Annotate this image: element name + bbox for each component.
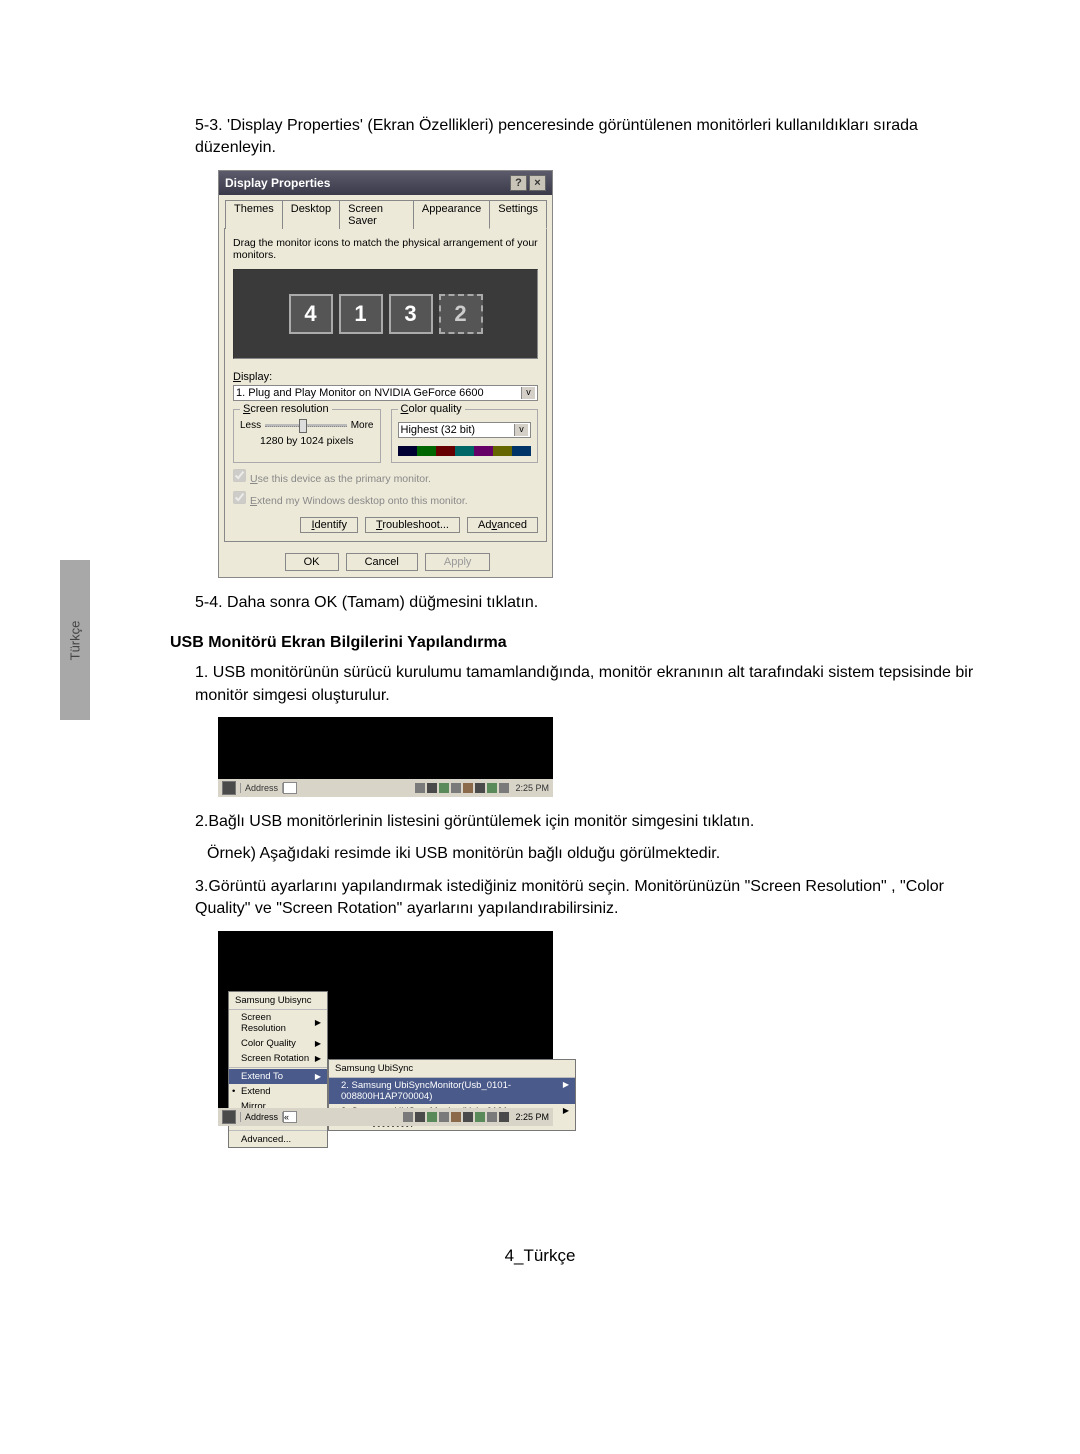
dialog-tabs: ThemesDesktopScreen SaverAppearanceSetti… bbox=[219, 195, 552, 228]
ctx-item-screen-resolution[interactable]: Screen Resolution▶ bbox=[229, 1010, 327, 1036]
tray-icon[interactable] bbox=[487, 1112, 497, 1122]
ctx-item-extend-to[interactable]: Extend To▶ bbox=[229, 1069, 327, 1084]
monitor-preview[interactable]: 4132 bbox=[233, 269, 538, 359]
tab-screen-saver[interactable]: Screen Saver bbox=[339, 200, 414, 229]
resolution-value: 1280 by 1024 pixels bbox=[240, 435, 374, 447]
section-heading: USB Monitörü Ekran Bilgilerini Yapılandı… bbox=[170, 634, 980, 652]
taskbar-screenshot-2: Samsung Ubisync Screen Resolution▶ Color… bbox=[218, 931, 553, 1126]
tab-settings[interactable]: Settings bbox=[489, 200, 547, 229]
tray-icon[interactable] bbox=[427, 1112, 437, 1122]
cancel-button[interactable]: Cancel bbox=[346, 553, 418, 571]
troubleshoot-button[interactable]: Troubleshoot... bbox=[365, 517, 460, 533]
system-tray: 2:25 PM bbox=[415, 783, 549, 793]
chevron-down-icon[interactable]: v bbox=[521, 387, 535, 399]
paragraph-1: 1. USB monitörünün sürücü kurulumu tamam… bbox=[195, 662, 980, 707]
dialog-hint: Drag the monitor icons to match the phys… bbox=[233, 237, 538, 261]
color-quality-group: Color quality Highest (32 bit) v bbox=[391, 409, 539, 463]
tray-icon[interactable] bbox=[451, 1112, 461, 1122]
tray-icon[interactable] bbox=[499, 783, 509, 793]
monitor-icon-4[interactable]: 4 bbox=[289, 294, 333, 334]
ctx-item-screen-rotation[interactable]: Screen Rotation▶ bbox=[229, 1051, 327, 1066]
paragraph-3: 3.Görüntü ayarlarını yapılandırmak isted… bbox=[195, 876, 980, 921]
display-properties-dialog: Display Properties ? × ThemesDesktopScre… bbox=[218, 170, 553, 578]
resolution-slider[interactable]: Less More bbox=[240, 420, 374, 431]
tab-appearance[interactable]: Appearance bbox=[413, 200, 490, 229]
tray-icon[interactable] bbox=[475, 783, 485, 793]
tray-icon[interactable] bbox=[475, 1112, 485, 1122]
identify-button[interactable]: Identify bbox=[300, 517, 357, 533]
tray-icon[interactable] bbox=[439, 783, 449, 793]
tab-desktop[interactable]: Desktop bbox=[282, 200, 340, 229]
sidebar-language-label: Türkçe bbox=[68, 620, 83, 660]
sub-menu-title: Samsung UbiSync bbox=[329, 1060, 575, 1078]
slider-less: Less bbox=[240, 420, 261, 431]
tray-icon[interactable] bbox=[451, 783, 461, 793]
primary-monitor-check: Use this device as the primary monitor. bbox=[233, 469, 538, 485]
display-label: Display: bbox=[233, 371, 538, 383]
address-label: Address bbox=[240, 783, 283, 793]
monitor-icon-2[interactable]: 2 bbox=[439, 294, 483, 334]
ok-button[interactable]: OK bbox=[285, 553, 339, 571]
ctx-item-color-quality[interactable]: Color Quality▶ bbox=[229, 1036, 327, 1051]
close-icon[interactable]: × bbox=[529, 175, 546, 191]
chevron-down-icon[interactable]: v bbox=[514, 424, 528, 436]
page-footer: 4_Türkçe bbox=[0, 1246, 1080, 1266]
tray-icon[interactable] bbox=[439, 1112, 449, 1122]
screen-resolution-group: Screen resolution Less More 1280 by 1024… bbox=[233, 409, 381, 463]
tray-icon[interactable] bbox=[463, 1112, 473, 1122]
start-icon[interactable] bbox=[222, 781, 236, 795]
tray-time: 2:25 PM bbox=[511, 783, 549, 793]
instruction-5-3: 5-3. 'Display Properties' (Ekran Özellik… bbox=[195, 115, 980, 160]
address-input[interactable] bbox=[283, 782, 297, 794]
tray-icon[interactable] bbox=[487, 783, 497, 793]
instruction-5-4: 5-4. Daha sonra OK (Tamam) düğmesini tık… bbox=[195, 592, 980, 614]
extend-desktop-check: Extend my Windows desktop onto this moni… bbox=[233, 491, 538, 507]
tray-icon[interactable] bbox=[427, 783, 437, 793]
taskbar-screenshot-1: Address 2:25 PM bbox=[218, 717, 553, 797]
paragraph-2a: 2.Bağlı USB monitörlerinin listesini gör… bbox=[195, 811, 980, 833]
apply-button: Apply bbox=[425, 553, 491, 571]
paragraph-2b: Örnek) Aşağıdaki resimde iki USB monitör… bbox=[207, 843, 980, 865]
ctx-item-advanced[interactable]: Advanced... bbox=[229, 1132, 327, 1147]
color-quality-value: Highest (32 bit) bbox=[401, 424, 476, 436]
display-select-value: 1. Plug and Play Monitor on NVIDIA GeFor… bbox=[236, 387, 484, 399]
tray-icon[interactable] bbox=[463, 783, 473, 793]
tray-icon[interactable] bbox=[415, 783, 425, 793]
tray-time: 2:25 PM bbox=[511, 1112, 549, 1122]
monitor-icon-1[interactable]: 1 bbox=[339, 294, 383, 334]
dialog-title: Display Properties bbox=[225, 176, 330, 190]
sub-item-monitor-2[interactable]: 2. Samsung UbiSyncMonitor(Usb_0101-00880… bbox=[329, 1078, 575, 1104]
monitor-icon-3[interactable]: 3 bbox=[389, 294, 433, 334]
ctx-item-extend[interactable]: Extend bbox=[229, 1084, 327, 1099]
color-quality-select[interactable]: Highest (32 bit) v bbox=[398, 422, 532, 438]
context-menu-title: Samsung Ubisync bbox=[229, 992, 327, 1010]
address-input[interactable]: « bbox=[283, 1111, 297, 1123]
system-tray: 2:25 PM bbox=[403, 1112, 549, 1122]
tab-themes[interactable]: Themes bbox=[225, 200, 283, 229]
start-icon[interactable] bbox=[222, 1110, 236, 1124]
display-select[interactable]: 1. Plug and Play Monitor on NVIDIA GeFor… bbox=[233, 385, 538, 401]
tray-icon[interactable] bbox=[403, 1112, 413, 1122]
tray-icon[interactable] bbox=[499, 1112, 509, 1122]
color-bar bbox=[398, 446, 532, 456]
tray-icon[interactable] bbox=[415, 1112, 425, 1122]
help-icon[interactable]: ? bbox=[510, 175, 527, 191]
sidebar-language-tab: Türkçe bbox=[60, 560, 90, 720]
slider-more: More bbox=[351, 420, 374, 431]
advanced-button[interactable]: Advanced bbox=[467, 517, 538, 533]
dialog-titlebar: Display Properties ? × bbox=[219, 171, 552, 195]
address-label: Address bbox=[240, 1112, 283, 1122]
